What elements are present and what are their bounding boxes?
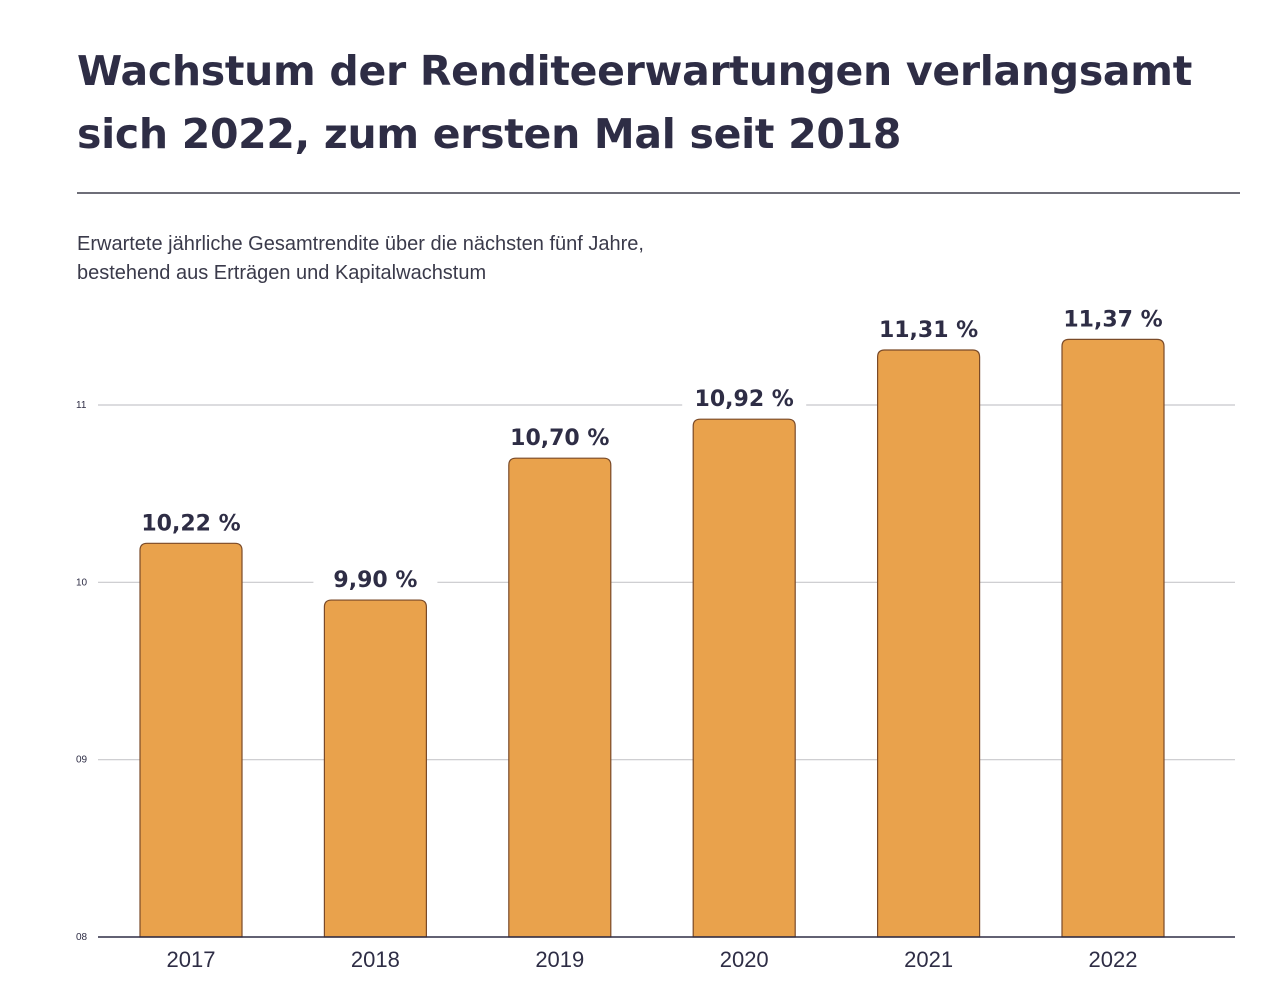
bar-2022 xyxy=(1061,338,1165,938)
subtitle-line-1: Erwartete jährliche Gesamtrendite über d… xyxy=(77,233,644,255)
bar-2021 xyxy=(877,349,981,938)
x-tick-label-2021: 2021 xyxy=(904,947,953,972)
value-label-background xyxy=(497,421,622,454)
x-tick-label-2022: 2022 xyxy=(1089,947,1138,972)
x-axis-labels: 2017 2018 2019 2020 2021 2022 xyxy=(167,947,1138,972)
value-label-2021: 11,31 % xyxy=(879,318,978,343)
chart-title: Wachstum der Renditeerwartungen verlangs… xyxy=(77,47,1193,158)
y-axis-ticks: 08 09 10 11 xyxy=(76,400,88,943)
x-tick-label-2020: 2020 xyxy=(720,947,769,972)
subtitle-line-2: bestehend aus Erträgen und Kapitalwachst… xyxy=(77,262,487,284)
value-label-background xyxy=(1051,302,1175,335)
y-tick-label: 11 xyxy=(76,400,87,411)
y-tick-label: 10 xyxy=(76,577,88,588)
bar-2018 xyxy=(323,599,427,938)
x-tick-label-2017: 2017 xyxy=(167,947,216,972)
value-label-2020: 10,92 % xyxy=(695,387,794,412)
value-label-2019: 10,70 % xyxy=(510,426,609,451)
x-tick-label-2019: 2019 xyxy=(535,947,584,972)
bar-2017 xyxy=(139,542,243,938)
title-divider xyxy=(77,192,1240,194)
bars xyxy=(139,338,1165,938)
value-label-2018: 9,90 % xyxy=(333,568,417,593)
value-label-background xyxy=(129,506,253,539)
y-tick-label: 08 xyxy=(76,932,88,943)
value-label-background xyxy=(866,313,991,346)
y-tick-label: 09 xyxy=(76,755,88,766)
bar-2019 xyxy=(508,457,612,938)
value-label-background xyxy=(313,563,438,596)
chart-subtitle: Erwartete jährliche Gesamtrendite über d… xyxy=(77,230,1077,288)
bar-2020 xyxy=(692,418,796,938)
value-label-2022: 11,37 % xyxy=(1063,307,1162,332)
value-label-background xyxy=(682,382,807,415)
value-labels: 10,22 % 9,90 % 10,70 % 10,92 % 11,31 % 11,37 … xyxy=(129,302,1175,596)
gridlines xyxy=(98,404,1235,761)
x-tick-label-2018: 2018 xyxy=(351,947,400,972)
value-label-2017: 10,22 % xyxy=(141,511,240,536)
